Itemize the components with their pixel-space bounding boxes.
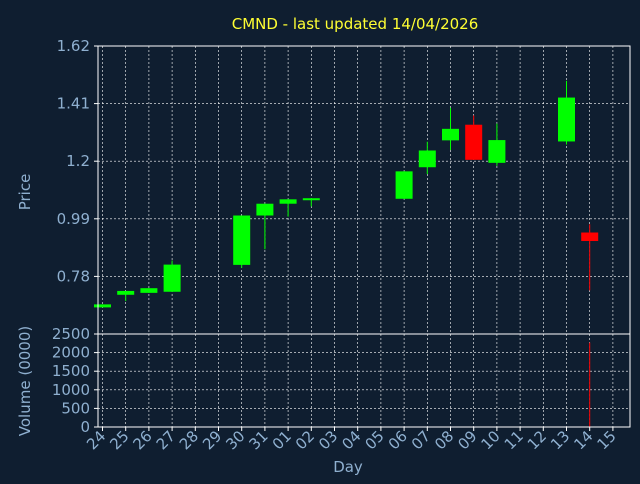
candle-body (558, 97, 575, 142)
candle (140, 288, 158, 293)
candle (94, 304, 111, 308)
candle-body (163, 264, 181, 292)
volume-tick-label: 2500 (52, 325, 90, 343)
volume-tick-label: 1000 (52, 381, 90, 399)
volume-grid (98, 334, 630, 427)
price-tick-label: 0.78 (57, 267, 90, 285)
candle (256, 203, 274, 250)
volume-tick-label: 500 (61, 399, 90, 417)
candle (581, 224, 599, 291)
price-tick-label: 1.41 (57, 95, 90, 113)
x-axis-ticks: 2425262728293031010203040506070809101112… (83, 427, 620, 453)
candle (418, 141, 436, 175)
candle-body (418, 150, 436, 168)
candle-body (488, 140, 506, 163)
candle (558, 80, 575, 145)
candle-body (94, 304, 111, 308)
candle (442, 107, 459, 150)
candle-body (395, 171, 413, 199)
candle (117, 290, 135, 302)
candle (488, 123, 506, 166)
candle-body (581, 232, 599, 242)
price-tick-label: 0.99 (57, 210, 90, 228)
x-axis-label: Day (333, 458, 363, 476)
candle-body (465, 124, 483, 160)
candle-body (117, 290, 135, 295)
volume-tick-label: 2000 (52, 344, 90, 362)
volume-tick-label: 1500 (52, 362, 90, 380)
candle (279, 199, 297, 217)
candle (465, 115, 483, 160)
candle-body (140, 288, 158, 293)
volume-panel-frame (97, 333, 631, 428)
candle (395, 171, 413, 199)
volume-axis-label: Volume (0000) (16, 326, 34, 436)
candle-body (302, 198, 320, 201)
price-axis-ticks: 1.62 1.41 1.2 0.99 0.78 (57, 37, 98, 285)
candle (163, 260, 181, 292)
candle-body (233, 215, 251, 265)
candle-body (256, 203, 274, 216)
price-axis-label: Price (16, 174, 34, 211)
candle-body (279, 199, 297, 204)
candles (94, 80, 599, 308)
candle-body (442, 128, 459, 141)
price-tick-label: 1.2 (66, 152, 90, 170)
chart-title: CMND - last updated 14/04/2026 (232, 15, 479, 33)
candle (233, 215, 251, 268)
x-tick-label: 15 (593, 427, 619, 453)
volume-tick-label: 0 (80, 418, 90, 436)
candle (302, 198, 320, 207)
price-tick-label: 1.62 (57, 37, 90, 55)
